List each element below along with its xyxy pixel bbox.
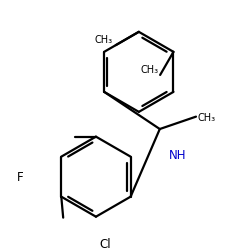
Text: Cl: Cl — [99, 237, 111, 250]
Text: CH₃: CH₃ — [139, 65, 158, 75]
Text: CH₃: CH₃ — [197, 112, 215, 122]
Text: NH: NH — [169, 149, 186, 162]
Text: F: F — [17, 171, 23, 183]
Text: CH₃: CH₃ — [94, 35, 112, 45]
